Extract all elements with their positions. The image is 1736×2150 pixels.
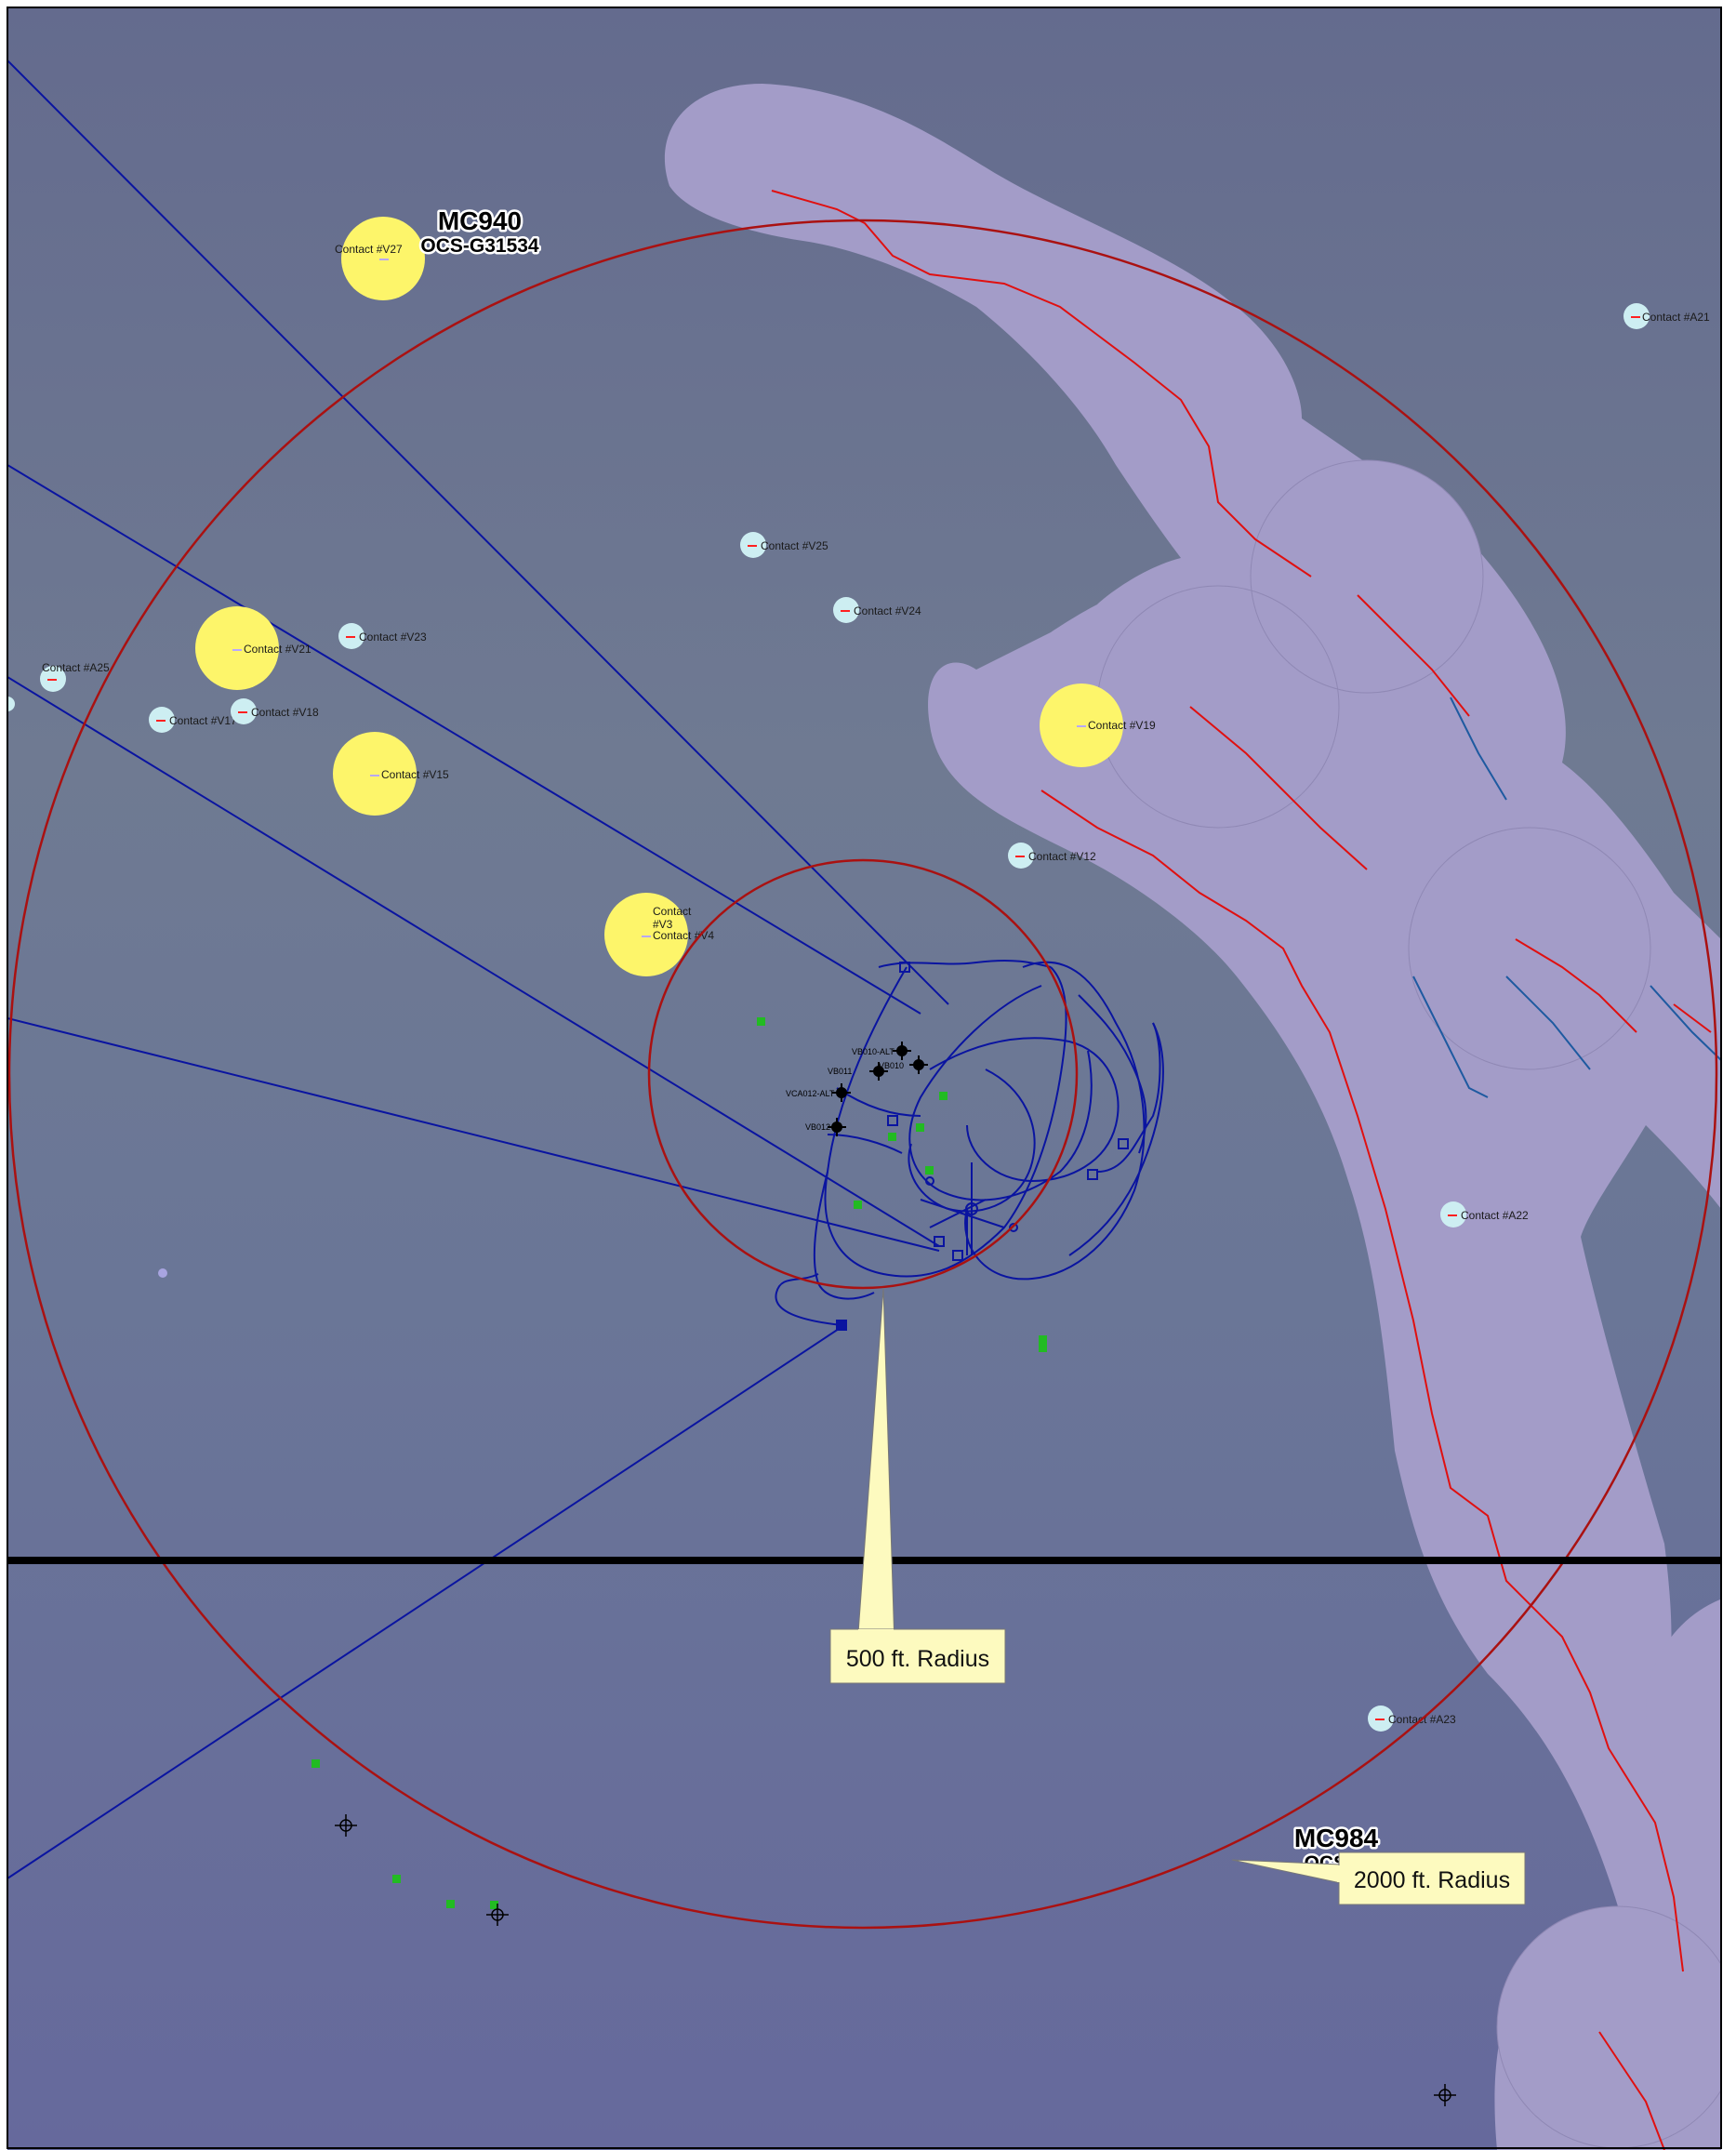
svg-text:Contact #V4: Contact #V4 — [653, 929, 714, 942]
contact-v19[interactable]: Contact #V19 — [1040, 683, 1156, 767]
svg-text:Contact #A25: Contact #A25 — [42, 661, 110, 674]
svg-text:Contact #V17: Contact #V17 — [169, 714, 237, 727]
contact-v24[interactable]: Contact #V24 — [833, 597, 921, 623]
callout-500ft: 500 ft. Radius — [829, 1287, 1006, 1684]
svg-text:#V3: #V3 — [653, 918, 673, 931]
svg-text:Contact #V27: Contact #V27 — [335, 243, 403, 256]
contact-v12[interactable]: Contact #V12 — [1008, 843, 1096, 869]
fault-lines — [771, 190, 1712, 2150]
contact-v3-v4[interactable]: Contact #V3 Contact #V4 — [604, 893, 714, 976]
well-label: VB010-ALT — [852, 1047, 895, 1056]
svg-text:Contact #V18: Contact #V18 — [251, 706, 319, 719]
svg-text:Contact #A22: Contact #A22 — [1461, 1209, 1529, 1222]
contact-v21[interactable]: Contact #V21 — [195, 606, 311, 690]
svg-text:Contact #V19: Contact #V19 — [1088, 719, 1156, 732]
contact-v15[interactable]: Contact #V15 — [333, 732, 449, 816]
svg-text:Contact #V23: Contact #V23 — [359, 630, 427, 644]
fault-lines-blue — [1412, 697, 1721, 1098]
contact-a21[interactable]: Contact #A21 — [1623, 303, 1710, 329]
svg-text:Contact #A21: Contact #A21 — [1642, 311, 1710, 324]
small-contacts: Contact #A21 Contact #V25 Contact #V24 C… — [40, 303, 1710, 1732]
contact-v23[interactable]: Contact #V23 — [338, 623, 427, 649]
buffer-circle-d — [1497, 1906, 1721, 2148]
block-label-mc940: MC940 OCS-G31534 — [418, 205, 542, 259]
green-markers — [311, 1017, 1047, 1909]
survey-lines — [7, 60, 949, 1879]
svg-text:500 ft. Radius: 500 ft. Radius — [846, 1646, 989, 1672]
radius-circle-2000ft — [7, 219, 1718, 1930]
well-label: VB012 — [805, 1122, 830, 1132]
svg-text:Contact #V25: Contact #V25 — [761, 539, 828, 552]
contact-v18[interactable]: Contact #V18 — [231, 698, 319, 724]
svg-text:Contact #V12: Contact #V12 — [1028, 850, 1096, 863]
contact-v25[interactable]: Contact #V25 — [740, 532, 828, 558]
well-label: VB011 — [828, 1067, 852, 1076]
callout-2000ft: 2000 ft. Radius — [1231, 1851, 1526, 1905]
svg-text:MC984: MC984 — [1294, 1824, 1379, 1852]
well-label: VB010 — [879, 1061, 904, 1070]
buffer-circle-e — [1646, 1599, 1721, 1824]
lavender-dot — [158, 1268, 167, 1278]
well-labels: VB010-ALT VB011 VB010 VCA012-ALT VB012 — [786, 1047, 904, 1132]
buffer-circle-b — [1097, 586, 1339, 828]
large-contacts: Contact #V27 Contact #V21 Contact #V15 C… — [195, 217, 1156, 976]
svg-text:Contact #V15: Contact #V15 — [381, 768, 449, 781]
svg-text:Contact #V21: Contact #V21 — [244, 643, 311, 656]
edge-dot — [7, 697, 15, 711]
svg-text:2000 ft. Radius: 2000 ft. Radius — [1354, 1867, 1510, 1893]
well-path-nodes — [836, 962, 1129, 1331]
target-symbols — [335, 1814, 1456, 2106]
contact-v17[interactable]: Contact #V17 — [149, 707, 237, 733]
radius-circle-500ft — [647, 858, 1079, 1290]
contact-a22[interactable]: Contact #A22 — [1440, 1201, 1529, 1228]
map-border — [7, 7, 1722, 2149]
well-symbols — [828, 1042, 928, 1136]
svg-text:Contact #V24: Contact #V24 — [854, 604, 921, 617]
well-label: VCA012-ALT — [786, 1089, 835, 1098]
contact-v27[interactable]: Contact #V27 — [335, 217, 425, 300]
svg-text:OCS-G31534: OCS-G31534 — [420, 235, 539, 257]
svg-text:MC940: MC940 — [438, 206, 522, 235]
contact-a25[interactable]: Contact #A25 — [40, 661, 110, 692]
svg-text:Contact: Contact — [653, 905, 692, 918]
